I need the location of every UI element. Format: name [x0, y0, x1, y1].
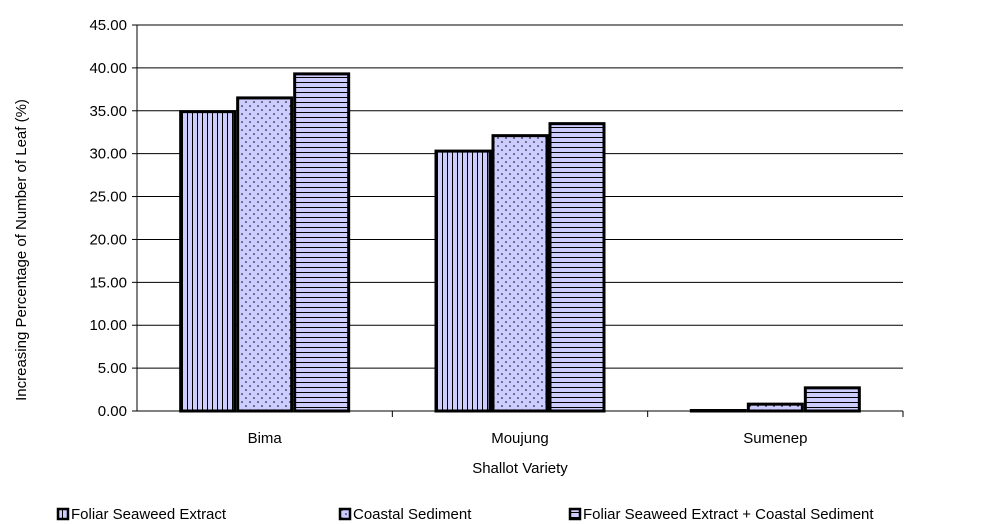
y-tick-label: 0.00 [98, 403, 127, 420]
legend: Foliar Seaweed Extract Coastal Sediment Fo… [56, 506, 874, 523]
x-axis-label: Shallot Variety [472, 460, 568, 477]
y-tick-label: 15.00 [89, 274, 127, 291]
bar [236, 96, 294, 413]
y-tick-label: 30.00 [89, 146, 127, 163]
bars-group [179, 72, 861, 413]
axes [132, 24, 904, 417]
legend-label: Foliar Seaweed Extract + Coastal Sedimen… [583, 506, 874, 523]
bar [548, 122, 606, 413]
y-tick-label: 20.00 [89, 231, 127, 248]
bar [434, 149, 492, 413]
legend-label: Foliar Seaweed Extract [71, 506, 227, 523]
x-tick-label: Sumenep [743, 430, 807, 447]
bar [179, 110, 237, 413]
legend-swatch [56, 507, 70, 521]
bar [746, 402, 804, 413]
bar [293, 72, 351, 413]
y-tick-label: 40.00 [89, 60, 127, 77]
y-tick-label: 5.00 [98, 360, 127, 377]
legend-swatch [338, 507, 352, 521]
legend-swatch [568, 507, 582, 521]
y-tick-label: 35.00 [89, 103, 127, 120]
bar [803, 386, 861, 413]
y-tick-label: 10.00 [89, 317, 127, 334]
x-tick-label: Bima [248, 430, 283, 447]
y-tick-label: 25.00 [89, 189, 127, 206]
y-axis-label: Increasing Percentage of Number of Leaf … [13, 99, 30, 401]
tick-labels: 0.00 5.00 10.00 15.00 20.00 25.00 30.00 35.00 40… [89, 17, 807, 447]
legend-label: Coastal Sediment [353, 506, 472, 523]
x-tick-label: Moujung [491, 430, 549, 447]
y-tick-label: 45.00 [89, 17, 127, 34]
bar [491, 134, 549, 413]
